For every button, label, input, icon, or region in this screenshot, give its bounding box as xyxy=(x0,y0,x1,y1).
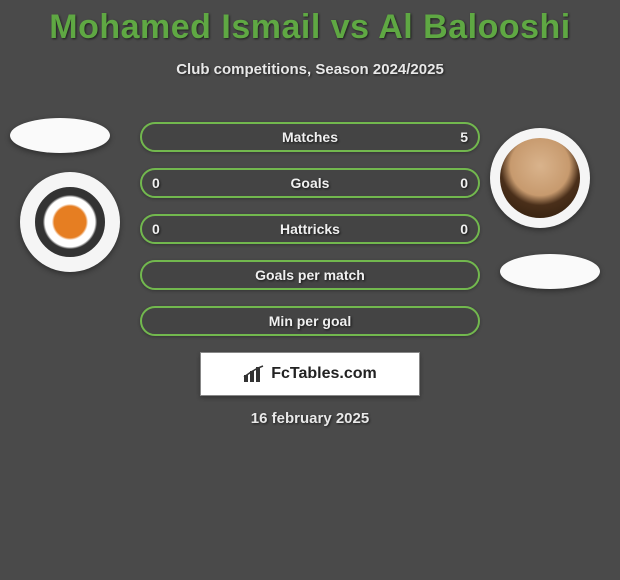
player-face-icon xyxy=(500,138,580,218)
stat-label: Goals xyxy=(291,175,330,191)
stat-value-left: 0 xyxy=(152,175,160,191)
stat-row-goals-per-match: Goals per match xyxy=(140,260,480,290)
stat-label: Hattricks xyxy=(280,221,340,237)
club-badge-icon xyxy=(35,187,105,257)
stat-value-left: 0 xyxy=(152,221,160,237)
player-right-avatar xyxy=(490,128,590,228)
comparison-title: Mohamed Ismail vs Al Balooshi xyxy=(0,0,620,47)
snapshot-date: 16 february 2025 xyxy=(0,410,620,427)
brand-text: FcTables.com xyxy=(271,365,377,383)
stat-value-right: 0 xyxy=(460,221,468,237)
stat-label: Min per goal xyxy=(269,313,351,329)
stat-value-right: 0 xyxy=(460,175,468,191)
player-right-club-placeholder-ellipse xyxy=(500,254,600,289)
stat-label: Goals per match xyxy=(255,267,365,283)
stat-label: Matches xyxy=(282,129,338,145)
bar-chart-icon xyxy=(243,365,265,383)
stats-table: Matches 5 0 Goals 0 0 Hattricks 0 Goals … xyxy=(140,122,480,352)
stat-row-goals: 0 Goals 0 xyxy=(140,168,480,198)
stat-value-right: 5 xyxy=(460,129,468,145)
player-left-club-badge-circle xyxy=(20,172,120,272)
stat-row-hattricks: 0 Hattricks 0 xyxy=(140,214,480,244)
stat-row-matches: Matches 5 xyxy=(140,122,480,152)
comparison-subtitle: Club competitions, Season 2024/2025 xyxy=(0,61,620,78)
stat-row-min-per-goal: Min per goal xyxy=(140,306,480,336)
player-left-placeholder-ellipse xyxy=(10,118,110,153)
brand-watermark: FcTables.com xyxy=(200,352,420,396)
